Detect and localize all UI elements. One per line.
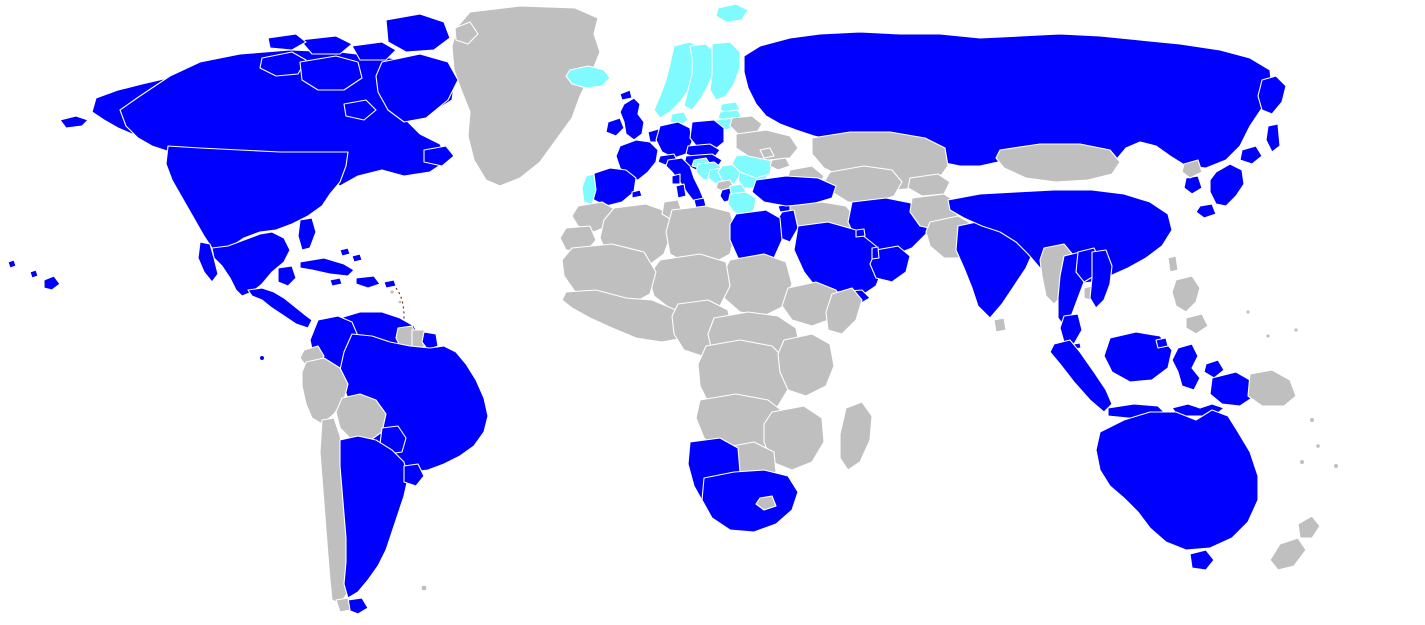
island-newfoundland bbox=[424, 146, 454, 166]
country-vietnam bbox=[1090, 250, 1112, 308]
region-oceania bbox=[1096, 310, 1338, 570]
country-united-states bbox=[166, 146, 348, 254]
country-uae-oman bbox=[870, 246, 910, 282]
island-devon bbox=[352, 42, 396, 60]
island-southampton bbox=[344, 100, 376, 120]
country-sri-lanka bbox=[994, 318, 1006, 332]
country-mexico-yucatan bbox=[278, 266, 296, 286]
island-vanuatu bbox=[1316, 444, 1320, 448]
island-puerto-rico bbox=[384, 280, 396, 288]
island-melville bbox=[300, 36, 352, 54]
country-australia bbox=[1096, 410, 1258, 550]
country-zimbabwe-mozambique bbox=[764, 406, 824, 470]
country-bolivia bbox=[336, 394, 386, 442]
region-central-america bbox=[248, 288, 312, 328]
territory-svalbard bbox=[716, 4, 748, 22]
country-libya bbox=[666, 206, 736, 264]
country-argentina bbox=[340, 436, 408, 598]
country-kuwait bbox=[856, 229, 865, 237]
country-saudi-arabia bbox=[794, 222, 884, 300]
country-moldova bbox=[760, 148, 774, 158]
island-baffin bbox=[376, 54, 458, 122]
region-africa bbox=[560, 200, 872, 532]
country-united-kingdom bbox=[620, 98, 644, 140]
island-falklands bbox=[421, 585, 427, 591]
country-mexico-baja bbox=[198, 242, 218, 282]
country-uruguay bbox=[404, 464, 424, 486]
country-south-africa bbox=[702, 470, 798, 532]
island-papua-indonesian bbox=[1210, 372, 1252, 406]
country-philippines bbox=[1172, 276, 1208, 334]
country-papua-new-guinea bbox=[1248, 370, 1296, 406]
country-ukraine bbox=[736, 130, 798, 160]
country-iceland bbox=[566, 66, 610, 88]
country-turkey bbox=[752, 176, 836, 206]
state-hawaii bbox=[8, 260, 60, 290]
country-poland bbox=[690, 120, 724, 150]
island-corsica bbox=[672, 174, 680, 184]
island-balearics bbox=[632, 190, 642, 198]
island-ellesmere-gray bbox=[455, 22, 478, 44]
country-scotland-isles bbox=[620, 90, 632, 100]
island-aleutian-chain bbox=[60, 116, 88, 128]
island-sakhalin bbox=[1266, 124, 1280, 152]
country-brunei bbox=[1156, 338, 1168, 348]
peninsula-crimea bbox=[770, 158, 790, 170]
island-hispaniola bbox=[356, 276, 380, 288]
country-west-africa-coast bbox=[562, 290, 690, 342]
country-united-states-florida bbox=[298, 218, 316, 250]
island-tierra-del-fuego-chile bbox=[336, 598, 350, 612]
island-ellesmere bbox=[386, 14, 450, 52]
island-borneo bbox=[1104, 332, 1172, 382]
island-micronesia-2 bbox=[1294, 328, 1298, 332]
island-sulawesi bbox=[1172, 344, 1200, 390]
country-south-korea bbox=[1184, 176, 1202, 194]
country-china bbox=[948, 190, 1172, 284]
country-mexico bbox=[212, 232, 290, 296]
country-somalia bbox=[826, 288, 862, 334]
country-taiwan bbox=[1168, 256, 1178, 272]
country-ireland bbox=[606, 118, 624, 136]
country-lesotho bbox=[756, 496, 776, 510]
island-new-caledonia bbox=[1300, 460, 1304, 464]
country-finland bbox=[710, 42, 740, 100]
island-dot-antilles-2 bbox=[398, 300, 402, 304]
region-russia-central-asia bbox=[744, 32, 1286, 204]
island-madagascar bbox=[840, 402, 872, 470]
country-russia-kamchatka bbox=[1258, 76, 1286, 114]
island-guam bbox=[1246, 310, 1250, 314]
country-mongolia bbox=[996, 144, 1120, 182]
country-kenya-tanzania bbox=[778, 334, 834, 396]
island-solomon-islands bbox=[1310, 418, 1314, 422]
country-qatar bbox=[872, 247, 879, 259]
country-new-zealand bbox=[1270, 516, 1320, 570]
island-fiji bbox=[1334, 464, 1338, 468]
country-japan bbox=[1196, 146, 1262, 218]
island-victoria bbox=[300, 56, 362, 90]
island-prince-patrick bbox=[268, 34, 306, 50]
island-jamaica bbox=[330, 278, 342, 286]
region-europe bbox=[566, 4, 798, 224]
island-dot-antilles-1 bbox=[390, 290, 394, 294]
island-banks bbox=[260, 52, 306, 76]
island-maluku bbox=[1204, 360, 1224, 378]
country-north-korea bbox=[1182, 160, 1202, 178]
region-south-east-asia bbox=[948, 146, 1296, 420]
island-micronesia-1 bbox=[1266, 334, 1270, 338]
island-galapagos bbox=[260, 356, 264, 360]
island-cuba bbox=[300, 258, 354, 276]
region-south-america bbox=[260, 312, 488, 614]
region-middle-east bbox=[752, 176, 976, 306]
island-bahamas bbox=[340, 248, 362, 262]
region-north-america bbox=[8, 14, 458, 337]
island-sardinia bbox=[676, 184, 686, 198]
state-tasmania bbox=[1190, 550, 1214, 570]
